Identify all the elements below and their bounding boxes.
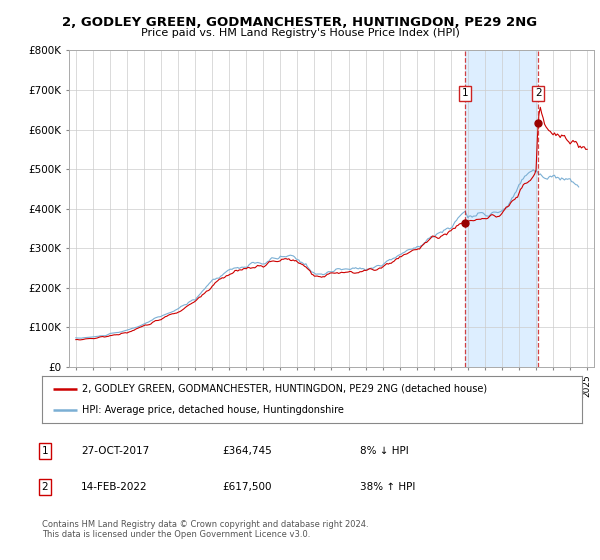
Text: 2, GODLEY GREEN, GODMANCHESTER, HUNTINGDON, PE29 2NG (detached house): 2, GODLEY GREEN, GODMANCHESTER, HUNTINGD…: [83, 384, 488, 394]
Text: Price paid vs. HM Land Registry's House Price Index (HPI): Price paid vs. HM Land Registry's House …: [140, 28, 460, 38]
Text: 1: 1: [461, 88, 468, 98]
Text: 14-FEB-2022: 14-FEB-2022: [81, 482, 148, 492]
Bar: [465, 50, 538, 367]
Text: 8% ↓ HPI: 8% ↓ HPI: [360, 446, 409, 456]
Text: 2, GODLEY GREEN, GODMANCHESTER, HUNTINGDON, PE29 2NG: 2, GODLEY GREEN, GODMANCHESTER, HUNTINGD…: [62, 16, 538, 29]
Text: £617,500: £617,500: [222, 482, 271, 492]
Text: Contains HM Land Registry data © Crown copyright and database right 2024.
This d: Contains HM Land Registry data © Crown c…: [42, 520, 368, 539]
Text: 2: 2: [41, 482, 49, 492]
Text: 1: 1: [41, 446, 49, 456]
Text: 27-OCT-2017: 27-OCT-2017: [81, 446, 149, 456]
Text: 38% ↑ HPI: 38% ↑ HPI: [360, 482, 415, 492]
Text: HPI: Average price, detached house, Huntingdonshire: HPI: Average price, detached house, Hunt…: [83, 405, 344, 416]
Text: 2: 2: [535, 88, 541, 98]
Text: £364,745: £364,745: [222, 446, 272, 456]
